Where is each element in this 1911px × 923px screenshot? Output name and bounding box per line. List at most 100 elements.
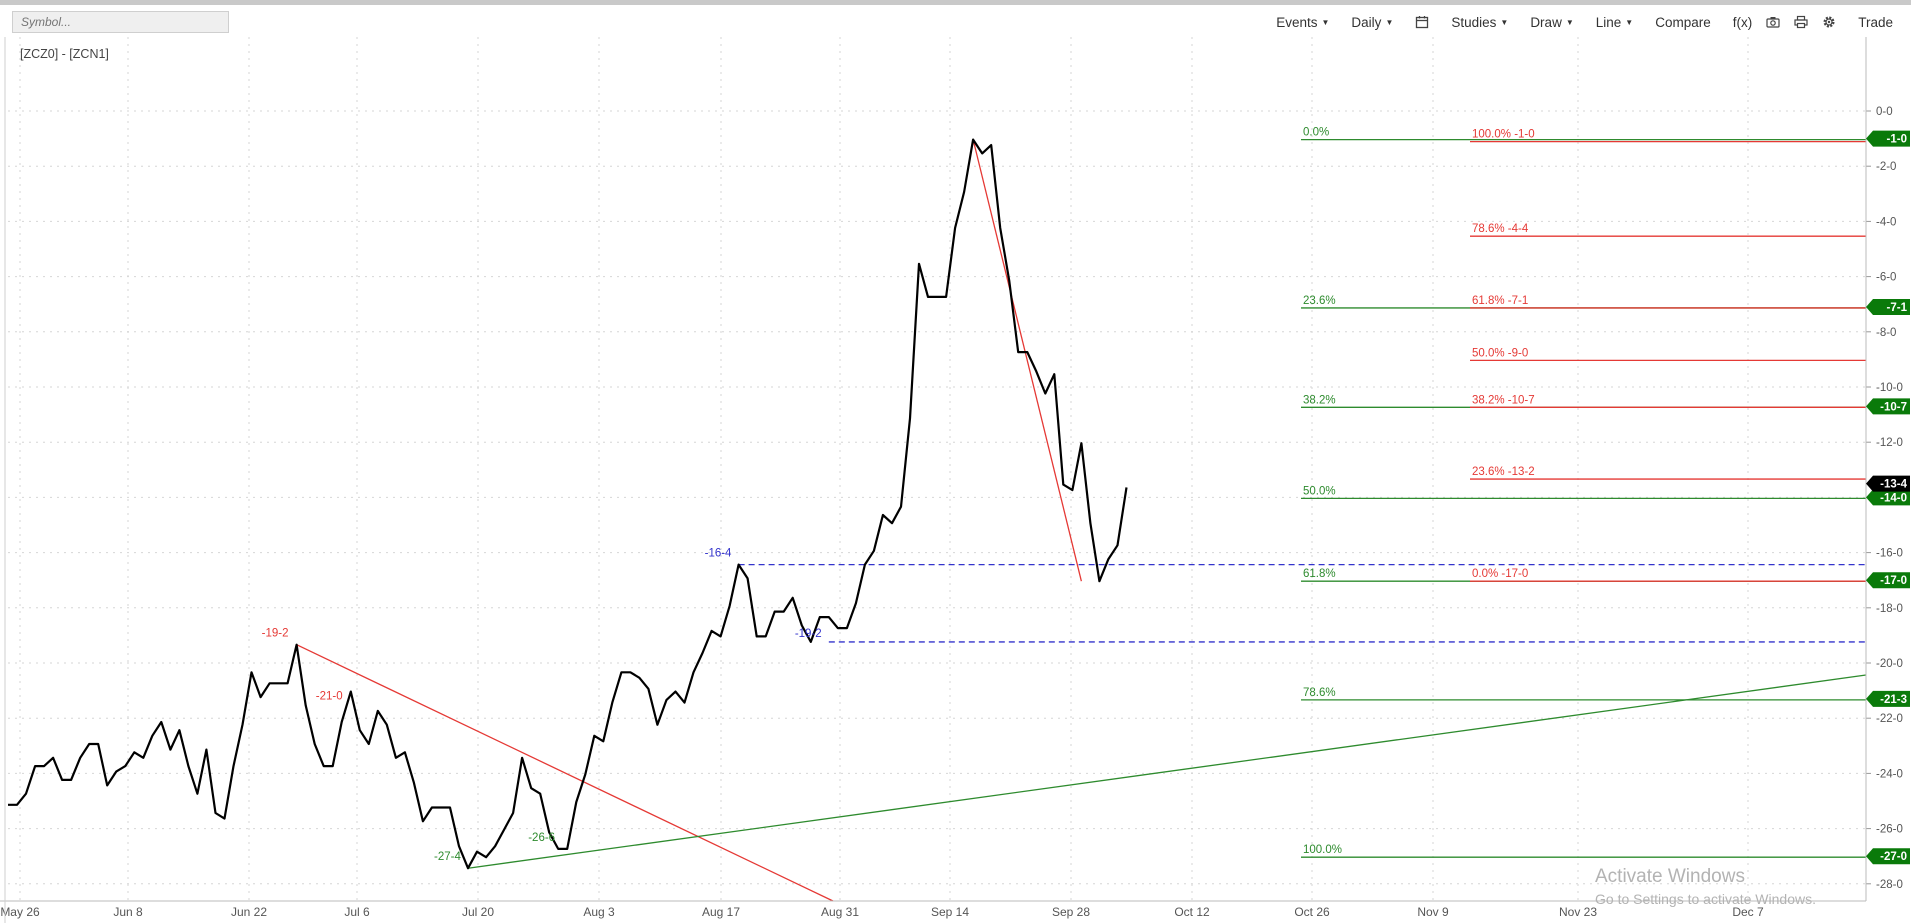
chart-drawings: [296, 138, 1867, 902]
fib-extension-line: [972, 139, 1083, 582]
calendar-icon: [1416, 16, 1429, 29]
fib-retracement-label: 38.2%: [1303, 394, 1336, 406]
price-tag: -10-7: [1866, 398, 1910, 415]
price-tag-shape: [1866, 298, 1910, 315]
price-tag: -21-3: [1866, 690, 1910, 707]
y-tick-label: -10-0: [1876, 382, 1903, 394]
fib-retracement-label: 0.0%: [1303, 127, 1329, 139]
fib-extension-label: 78.6% -4-4: [1472, 223, 1529, 235]
chevron-down-icon: ▼: [1565, 17, 1574, 27]
fib-extension-label: 38.2% -10-7: [1472, 394, 1535, 406]
price-tag: -1-0: [1866, 130, 1910, 147]
top-strip: [0, 0, 1911, 5]
fib-extension-label: 0.0% -17-0: [1472, 568, 1528, 580]
line-type-label: Line: [1595, 14, 1622, 30]
fib-extension-label: 50.0% -9-0: [1472, 347, 1528, 359]
fib-labels: 0.0% 23.6% 38.2% 50.0% 61.8% 78.6% 100.0% 100.0…: [262, 127, 1535, 864]
interval-menu[interactable]: Daily ▼: [1351, 15, 1393, 30]
x-tick-label: May 26: [0, 905, 40, 919]
x-tick-label: Sep 28: [1052, 905, 1090, 919]
price-tag-label: -14-0: [1880, 492, 1907, 504]
x-tick-label: Sep 14: [931, 905, 969, 919]
calendar-button[interactable]: [1415, 15, 1429, 29]
chevron-down-icon: ▼: [1385, 17, 1394, 27]
y-tick-label: -26-0: [1876, 824, 1903, 836]
y-tick-label: -12-0: [1876, 437, 1903, 449]
trade-label: Trade: [1858, 14, 1893, 30]
y-tick-label: -18-0: [1876, 603, 1903, 615]
print-button[interactable]: [1794, 15, 1808, 29]
events-menu[interactable]: Events ▼: [1276, 15, 1329, 30]
price-tag-shape: [1866, 489, 1910, 506]
price-tag-shape: [1866, 690, 1910, 707]
chevron-down-icon: ▼: [1321, 17, 1330, 27]
uptrend-line: [467, 674, 1867, 869]
fx-label: f(x): [1732, 14, 1753, 30]
y-tick-label: -24-0: [1876, 768, 1903, 780]
line-type-menu[interactable]: Line ▼: [1596, 15, 1633, 30]
x-tick-label: Aug 31: [821, 905, 859, 919]
camera-icon: [1766, 17, 1780, 28]
snapshot-button[interactable]: [1766, 15, 1780, 29]
y-tick-label: -2-0: [1876, 161, 1896, 173]
price-tag-label: -1-0: [1887, 134, 1907, 146]
x-tick-label: Jun 22: [231, 905, 267, 919]
downtrend-line: [296, 644, 834, 902]
y-tick-label: -28-0: [1876, 879, 1903, 891]
price-tag: -7-1: [1866, 298, 1910, 315]
chevron-down-icon: ▼: [1625, 17, 1634, 27]
y-tick-label: 0-0: [1876, 106, 1893, 118]
fib-retracement-label: 100.0%: [1303, 844, 1342, 856]
watermark-subtitle: Go to Settings to activate Windows.: [1595, 891, 1816, 907]
chevron-down-icon: ▼: [1500, 17, 1509, 27]
settings-button[interactable]: [1822, 15, 1836, 29]
y-tick-label: -6-0: [1876, 272, 1896, 284]
price-tag-shape: [1866, 572, 1910, 589]
pivot-annotation: -21-0: [316, 691, 343, 703]
x-tick-label: Nov 9: [1417, 905, 1449, 919]
fib-retracement-label: 78.6%: [1303, 687, 1336, 699]
price-tag-label: -27-0: [1880, 851, 1907, 863]
fib-retracement-label: 50.0%: [1303, 485, 1336, 497]
price-tag-label: -7-1: [1887, 302, 1908, 314]
fib-retracement-label: 23.6%: [1303, 295, 1336, 307]
watermark-title: Activate Windows: [1595, 866, 1745, 887]
pair-label: [ZCZ0] - [ZCN1]: [20, 47, 109, 61]
interval-label: Daily: [1351, 14, 1382, 30]
price-tag-label: -17-0: [1880, 575, 1907, 587]
price-tags: -1-0 -7-1 -10-7 -14-0-13-4 -17-0 -21-3 -27-0: [1866, 130, 1910, 865]
y-axis: 0-0-2-0-4-0-6-0-8-0-10-0-12-0-14-0-16-0-…: [1865, 37, 1903, 901]
pivot-annotation: -19-2: [795, 628, 822, 640]
chart-grid: [8, 37, 1866, 901]
pivot-annotation: -19-2: [262, 628, 289, 640]
studies-menu[interactable]: Studies ▼: [1451, 15, 1508, 30]
price-tag-label: -10-7: [1880, 401, 1907, 413]
symbol-input[interactable]: [12, 11, 229, 33]
fib-retracement-label: 61.8%: [1303, 568, 1336, 580]
compare-label: Compare: [1655, 14, 1711, 30]
price-tag: -13-4: [1866, 475, 1910, 492]
price-chart[interactable]: 0.0% 23.6% 38.2% 50.0% 61.8% 78.6% 100.0% 100.0…: [0, 37, 1911, 923]
x-tick-label: Aug 17: [702, 905, 740, 919]
x-tick-label: Oct 12: [1174, 905, 1210, 919]
pivot-annotation: -16-4: [705, 548, 732, 560]
price-tag: -14-0: [1866, 489, 1910, 506]
x-tick-label: Nov 23: [1559, 905, 1597, 919]
events-label: Events: [1276, 14, 1318, 30]
gear-icon: [1823, 16, 1835, 28]
compare-button[interactable]: Compare: [1655, 15, 1711, 30]
pivot-annotation: -26-6: [528, 832, 555, 844]
fib-extension-label: 61.8% -7-1: [1472, 295, 1528, 307]
price-tag-shape: [1866, 398, 1910, 415]
price-line: [8, 138, 1128, 870]
fib-extension-label: 23.6% -13-2: [1472, 466, 1535, 478]
x-axis: May 26 Jun 8 Jun 22 Jul 6 Jul 20 Aug 3 Aug 17 A…: [0, 37, 1866, 923]
fx-button[interactable]: f(x): [1733, 15, 1753, 30]
x-tick-label: Jun 8: [113, 905, 143, 919]
trade-button[interactable]: Trade: [1858, 15, 1893, 30]
price-tag-label: -13-4: [1880, 479, 1907, 491]
x-tick-label: Jul 20: [462, 905, 494, 919]
x-tick-label: Dec 7: [1732, 905, 1764, 919]
printer-icon: [1794, 15, 1808, 29]
draw-menu[interactable]: Draw ▼: [1530, 15, 1573, 30]
